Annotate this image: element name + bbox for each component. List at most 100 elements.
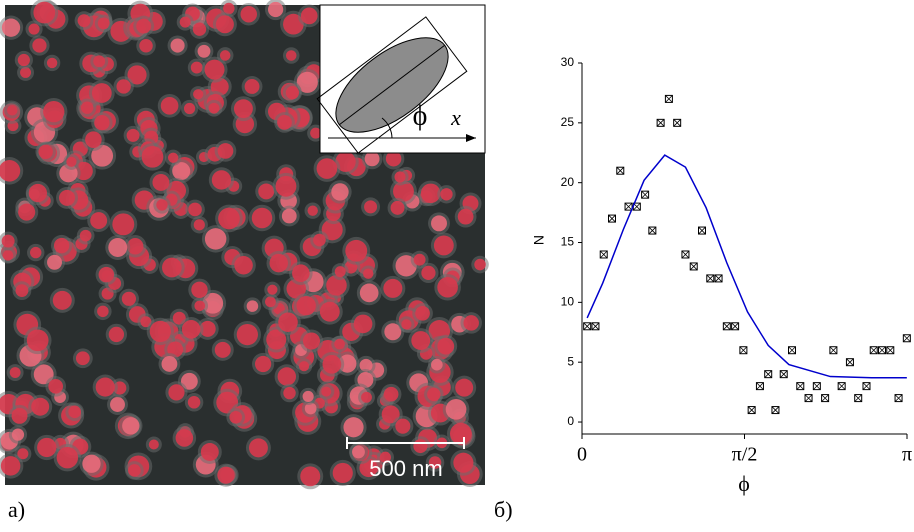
grain xyxy=(334,266,346,278)
grain xyxy=(383,386,399,402)
point xyxy=(731,322,740,331)
grain xyxy=(379,451,391,463)
grain xyxy=(385,150,402,167)
point-cross xyxy=(608,214,616,223)
grain xyxy=(93,55,106,68)
y-tick-label: 10 xyxy=(561,295,575,309)
grain xyxy=(401,319,412,330)
grain xyxy=(204,59,225,80)
grain xyxy=(200,443,219,461)
grain xyxy=(33,1,56,24)
grain xyxy=(194,300,206,312)
grain xyxy=(352,445,365,459)
grain xyxy=(265,296,276,308)
point-cross xyxy=(656,119,665,127)
grain xyxy=(307,205,318,216)
grain xyxy=(97,305,109,318)
grain xyxy=(449,422,472,445)
point-cross xyxy=(583,322,591,331)
point-cross xyxy=(886,346,895,355)
grain xyxy=(331,183,349,201)
grain xyxy=(283,386,296,400)
grain xyxy=(384,323,402,341)
point xyxy=(648,226,657,235)
grain xyxy=(110,397,125,412)
y-tick-label: 20 xyxy=(561,175,575,189)
grain xyxy=(193,89,204,100)
grain xyxy=(258,183,275,200)
grain xyxy=(413,439,428,454)
grain xyxy=(310,127,322,139)
grain xyxy=(394,171,406,183)
grain xyxy=(190,61,203,74)
point xyxy=(656,118,665,127)
grain xyxy=(47,254,62,270)
grain xyxy=(300,7,318,25)
point xyxy=(771,406,780,415)
point xyxy=(583,322,592,331)
point-cross xyxy=(681,250,690,259)
point xyxy=(804,394,813,403)
point xyxy=(862,382,871,391)
point xyxy=(747,406,756,415)
grain xyxy=(427,387,441,402)
grain xyxy=(53,237,70,254)
bounding-rect xyxy=(316,16,468,154)
point xyxy=(591,322,600,331)
point xyxy=(706,274,715,283)
grain xyxy=(188,202,202,217)
point-cross xyxy=(869,346,878,355)
grain xyxy=(7,105,18,116)
grain xyxy=(223,2,235,15)
point xyxy=(599,250,608,259)
point-cross xyxy=(764,370,772,378)
grain xyxy=(292,264,310,283)
micrograph-texture xyxy=(0,0,489,490)
grain xyxy=(1,234,15,248)
point-cross xyxy=(616,166,625,175)
grain xyxy=(437,337,455,355)
grain xyxy=(463,315,479,331)
x-tick-label: π/2 xyxy=(732,444,758,466)
point xyxy=(664,94,673,103)
grain xyxy=(343,417,364,438)
point-cross xyxy=(813,382,821,390)
grain xyxy=(68,405,81,419)
point xyxy=(886,346,895,355)
point-cross xyxy=(591,322,600,331)
point xyxy=(764,370,773,379)
grain xyxy=(126,128,140,142)
point xyxy=(878,346,887,355)
grain xyxy=(420,183,441,204)
grain xyxy=(428,456,442,469)
grain xyxy=(302,390,314,403)
grain xyxy=(168,384,185,401)
point-cross xyxy=(665,95,673,103)
grain xyxy=(181,320,201,339)
grain xyxy=(183,102,196,115)
point-cross xyxy=(854,394,862,402)
point-cross xyxy=(878,346,886,355)
grain xyxy=(319,301,340,322)
point-cross xyxy=(739,346,748,355)
grain xyxy=(302,332,321,350)
grain xyxy=(161,356,178,372)
grain xyxy=(197,44,211,58)
point-cross xyxy=(788,346,796,355)
grain xyxy=(359,283,379,303)
grain xyxy=(191,281,208,298)
point-cross xyxy=(706,274,715,283)
scale-label: 500 nm xyxy=(369,456,442,481)
grain xyxy=(152,173,170,191)
y-tick-label: 30 xyxy=(561,55,575,69)
grain xyxy=(52,290,72,310)
point xyxy=(894,394,903,403)
grain xyxy=(187,396,201,409)
point xyxy=(854,394,863,403)
grain xyxy=(112,213,135,236)
grain xyxy=(240,5,257,23)
point-cross xyxy=(771,406,780,414)
grain xyxy=(234,255,253,275)
grain xyxy=(332,462,353,484)
grain xyxy=(179,16,191,28)
